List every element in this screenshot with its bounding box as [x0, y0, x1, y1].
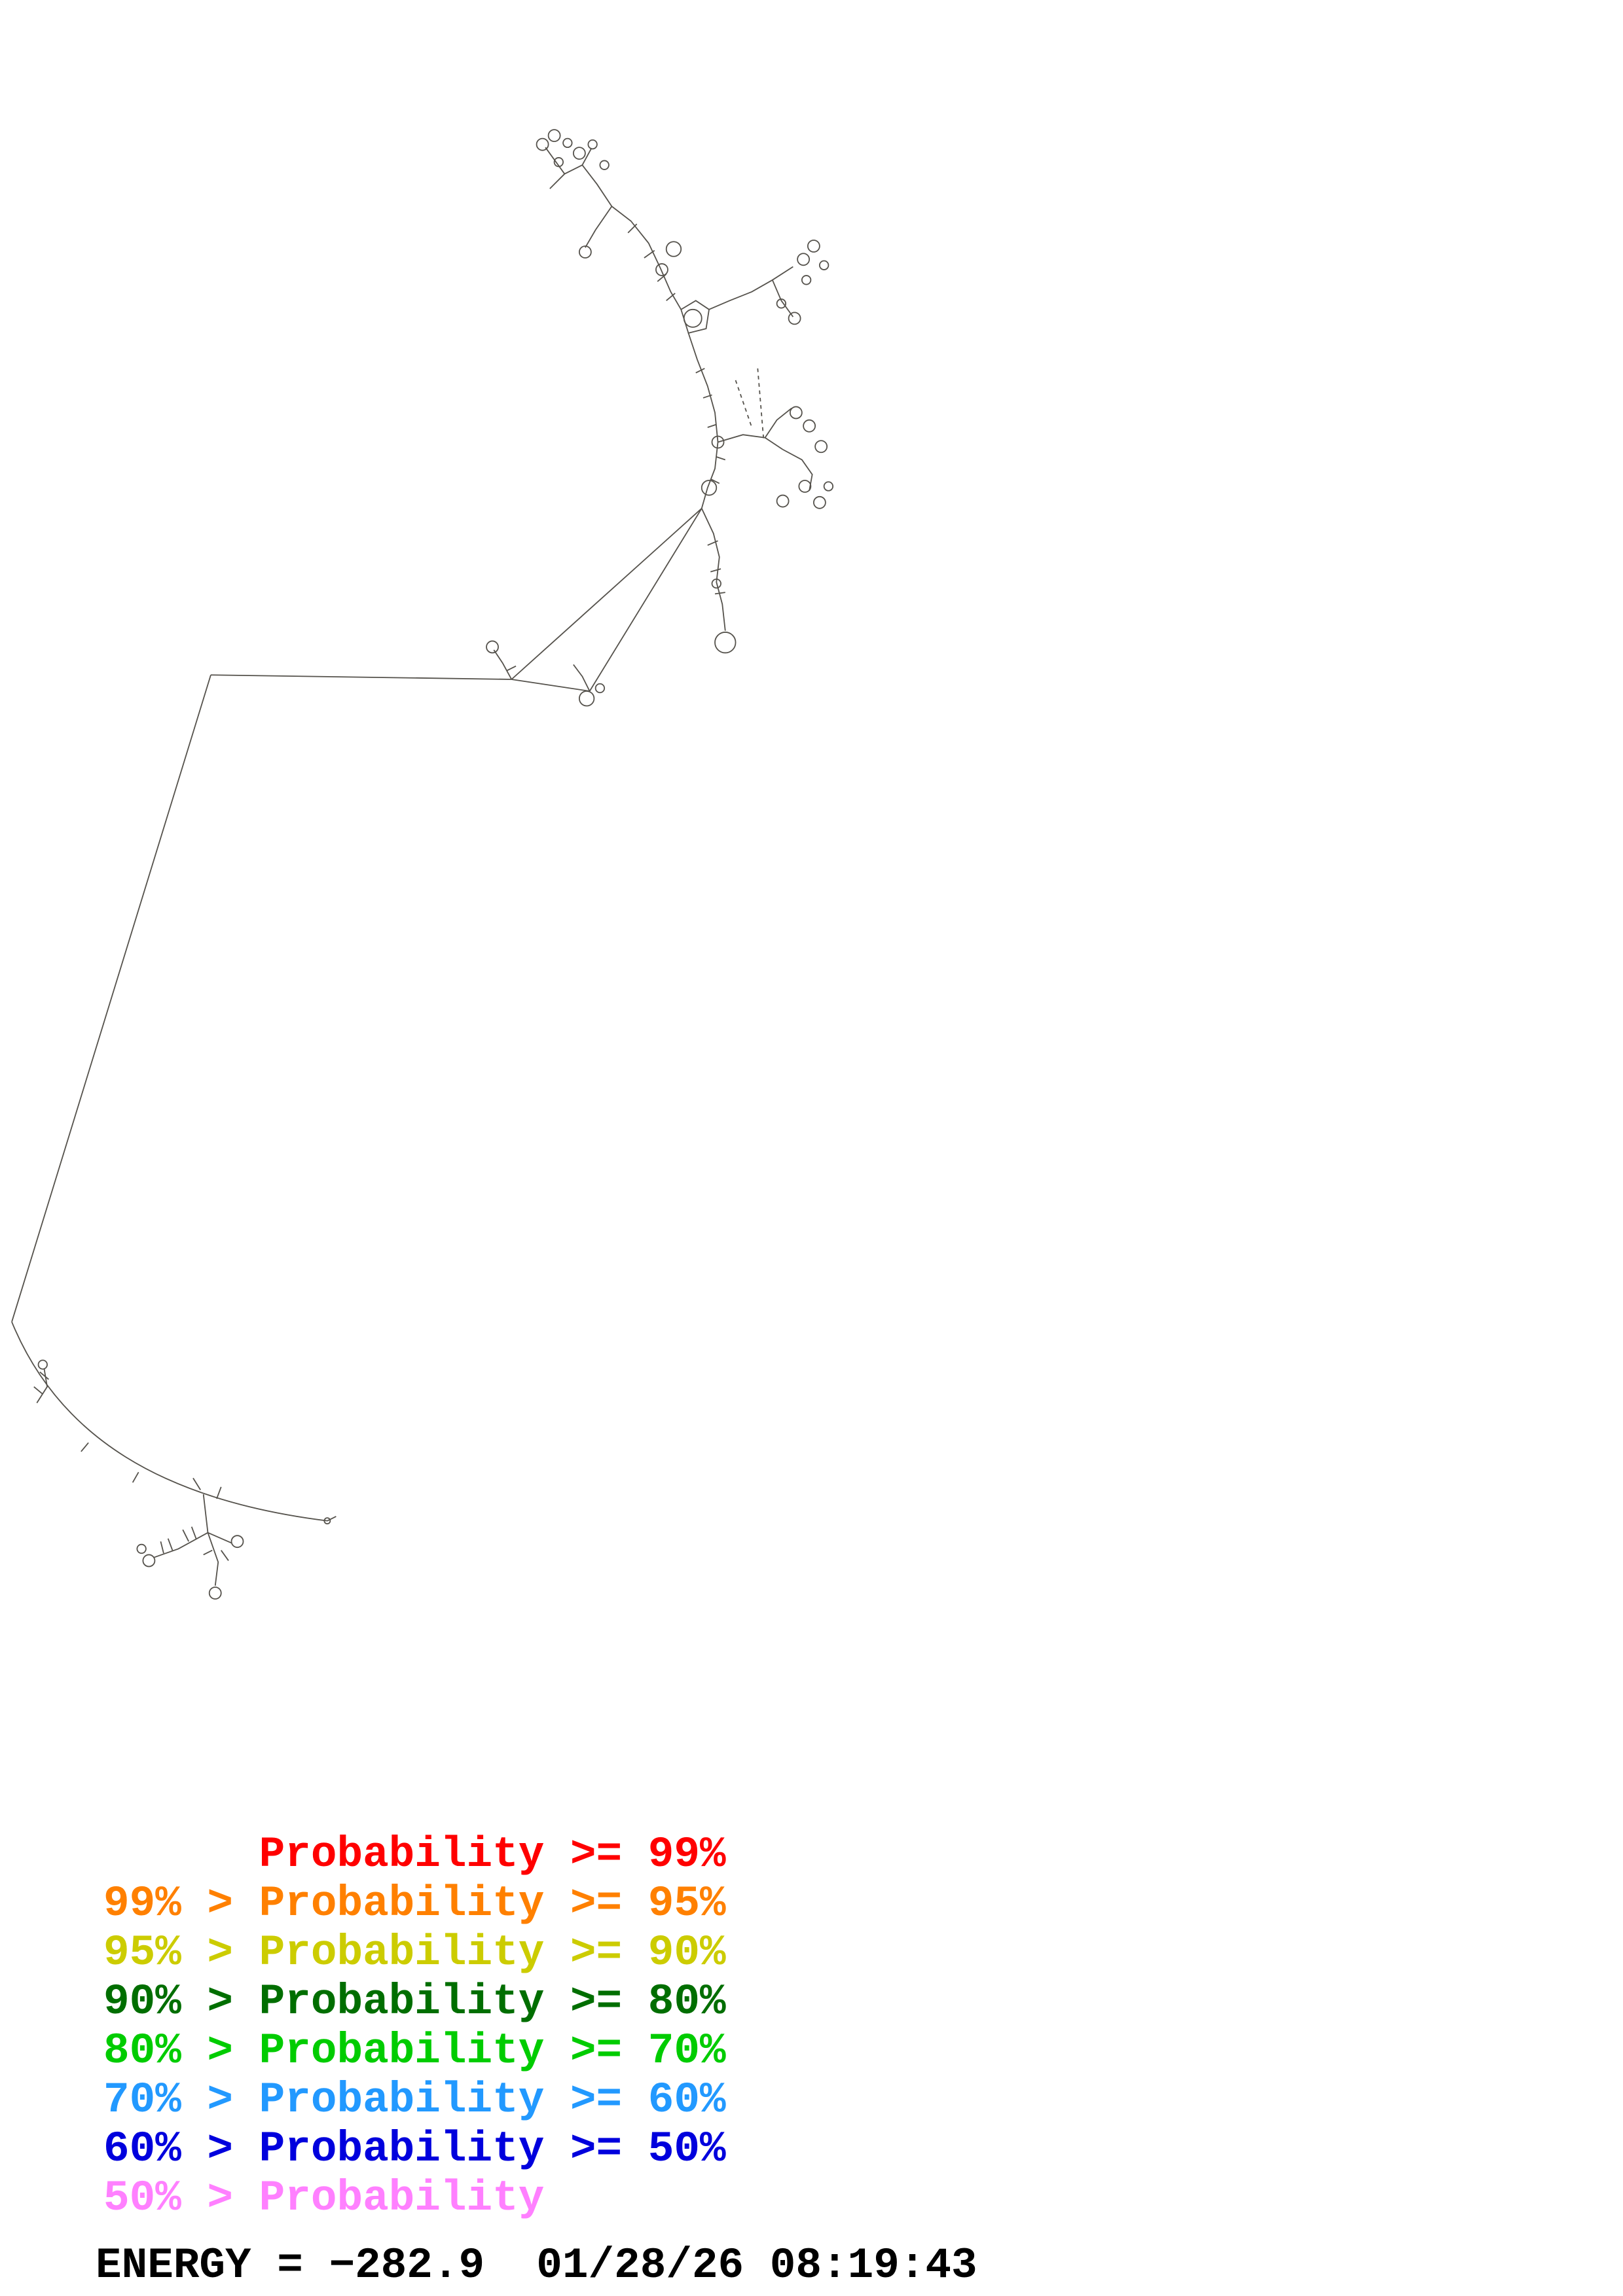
legend-item: 60% > Probability >= 50%: [103, 2125, 726, 2174]
legend-item: 95% > Probability >= 90%: [103, 1928, 726, 1977]
energy-annotation: ENERGY = −282.9 01/28/26 08:19:43: [96, 2241, 977, 2290]
legend-item: 99% > Probability >= 95%: [103, 1879, 726, 1928]
legend-item: 50% > Probability: [103, 2174, 545, 2223]
legend-item: 70% > Probability >= 60%: [103, 2075, 726, 2125]
legend-item: Probability >= 99%: [103, 1830, 726, 1879]
legend-item: 90% > Probability >= 80%: [103, 1977, 726, 2026]
legend-item: 80% > Probability >= 70%: [103, 2026, 726, 2075]
legend: Probability >= 99% 99% > Probability >= 9…: [103, 1830, 726, 2223]
